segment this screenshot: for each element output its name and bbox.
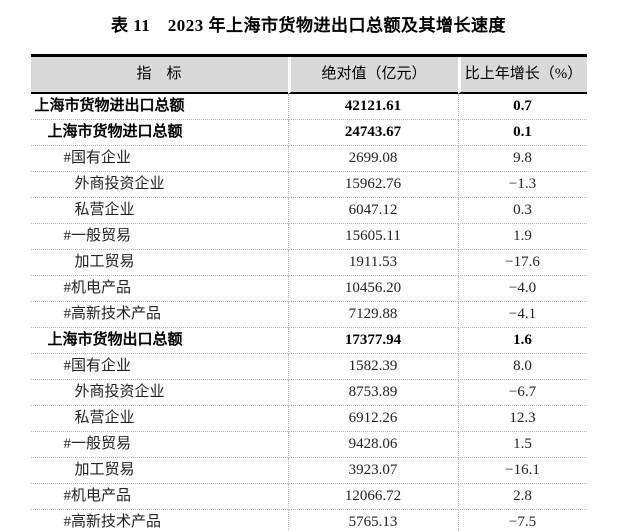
absolute-value-cell: 9428.06: [287, 432, 458, 458]
table-row: #高新技术产品 7129.88 −4.1: [30, 302, 587, 328]
table-row: 私营企业 6047.12 0.3: [30, 198, 587, 224]
growth-cell: 1.5: [457, 432, 587, 458]
growth-cell: 0.3: [457, 198, 587, 224]
header-cell-absolute-value: 绝对值（亿元）: [287, 57, 458, 94]
table-row: 上海市货物出口总额 17377.94 1.6: [30, 328, 587, 354]
table-row: 私营企业 6912.26 12.3: [30, 406, 587, 432]
table-body: 上海市货物进出口总额 42121.61 0.7 上海市货物进口总额 24743.67 0.…: [30, 94, 587, 531]
growth-cell: −4.1: [457, 302, 587, 328]
absolute-value-cell: 6047.12: [287, 198, 458, 224]
absolute-value-cell: 2699.08: [287, 146, 458, 172]
indicator-cell: #高新技术产品: [63, 514, 162, 530]
table-row: 上海市货物进口总额 24743.67 0.1: [30, 120, 587, 146]
table-title: 表 11 2023 年上海市货物进出口总额及其增长速度: [110, 16, 507, 35]
indicator-cell: 上海市货物进出口总额: [30, 94, 288, 120]
table-row: 外商投资企业 15962.76 −1.3: [30, 172, 587, 198]
growth-cell: −1.3: [457, 172, 587, 198]
table-row: #高新技术产品 5765.13 −7.5: [31, 510, 587, 531]
absolute-value-cell: 7129.88: [287, 302, 458, 328]
absolute-value-cell: 42121.61: [287, 94, 458, 120]
absolute-value-cell: 17377.94: [287, 328, 458, 354]
indicator-cell: #机电产品: [30, 276, 288, 302]
table-row: 外商投资企业 8753.89 −6.7: [30, 380, 587, 406]
table-row: #机电产品 12066.72 2.8: [30, 484, 587, 510]
header-row: 指 标 绝对值（亿元） 比上年增长（%）: [30, 57, 587, 94]
absolute-value-cell: 6912.26: [287, 406, 458, 432]
growth-cell: 1.9: [457, 224, 587, 250]
indicator-cell: 私营企业: [30, 406, 288, 432]
table-row: #国有企业 2699.08 9.8: [30, 146, 587, 172]
indicator-cell: #一般贸易: [30, 432, 288, 458]
table-row: #机电产品 10456.20 −4.0: [30, 276, 587, 302]
indicator-cell: 上海市货物进口总额: [30, 120, 288, 146]
indicator-cell: #机电产品: [30, 484, 288, 510]
data-table: 指 标 绝对值（亿元） 比上年增长（%） 上海市货物进出口总额 42121.61 0…: [30, 54, 587, 531]
absolute-value-cell: 24743.67: [287, 120, 458, 146]
table-row: #国有企业 1582.39 8.0: [30, 354, 587, 380]
growth-cell: 1.6: [457, 328, 587, 354]
table-row: #一般贸易 15605.11 1.9: [30, 224, 587, 250]
indicator-cell: 上海市货物出口总额: [30, 328, 288, 354]
growth-cell: 9.8: [457, 146, 587, 172]
indicator-cell: 私营企业: [30, 198, 288, 224]
indicator-cell: #国有企业: [30, 354, 288, 380]
indicator-cell: 加工贸易: [30, 250, 288, 276]
indicator-cell: #国有企业: [30, 146, 288, 172]
table-row: 加工贸易 1911.53 −17.6: [30, 250, 587, 276]
indicator-cell: 外商投资企业: [30, 172, 288, 198]
growth-cell: 0.7: [457, 94, 587, 120]
indicator-cell: 外商投资企业: [30, 380, 288, 406]
absolute-value-cell: 10456.20: [287, 276, 458, 302]
growth-cell: 0.1: [457, 120, 587, 146]
growth-cell: −7.5: [457, 510, 587, 531]
growth-cell: 2.8: [457, 484, 587, 510]
growth-cell: −6.7: [457, 380, 587, 406]
indicator-cell: 加工贸易: [30, 458, 288, 484]
growth-cell: 8.0: [457, 354, 587, 380]
growth-cell: −16.1: [457, 458, 587, 484]
growth-cell: −17.6: [457, 250, 587, 276]
absolute-value-cell: 12066.72: [287, 484, 458, 510]
header-cell-indicator: 指 标: [30, 57, 288, 94]
absolute-value-cell: 1582.39: [287, 354, 458, 380]
absolute-value-cell: 15605.11: [287, 224, 458, 250]
absolute-value-cell: 8753.89: [287, 380, 458, 406]
table-row: 上海市货物进出口总额 42121.61 0.7: [30, 94, 587, 120]
growth-cell: 12.3: [457, 406, 587, 432]
growth-cell: −4.0: [457, 276, 587, 302]
header-cell-growth: 比上年增长（%）: [457, 57, 587, 94]
absolute-value-cell: 3923.07: [287, 458, 458, 484]
absolute-value-cell: 1911.53: [287, 250, 458, 276]
indicator-cell: #高新技术产品: [30, 302, 288, 328]
absolute-value-cell: 15962.76: [287, 172, 458, 198]
absolute-value-cell: 5765.13: [287, 510, 458, 531]
table-row: 加工贸易 3923.07 −16.1: [30, 458, 587, 484]
indicator-cell: #一般贸易: [30, 224, 288, 250]
table-row: #一般贸易 9428.06 1.5: [30, 432, 587, 458]
